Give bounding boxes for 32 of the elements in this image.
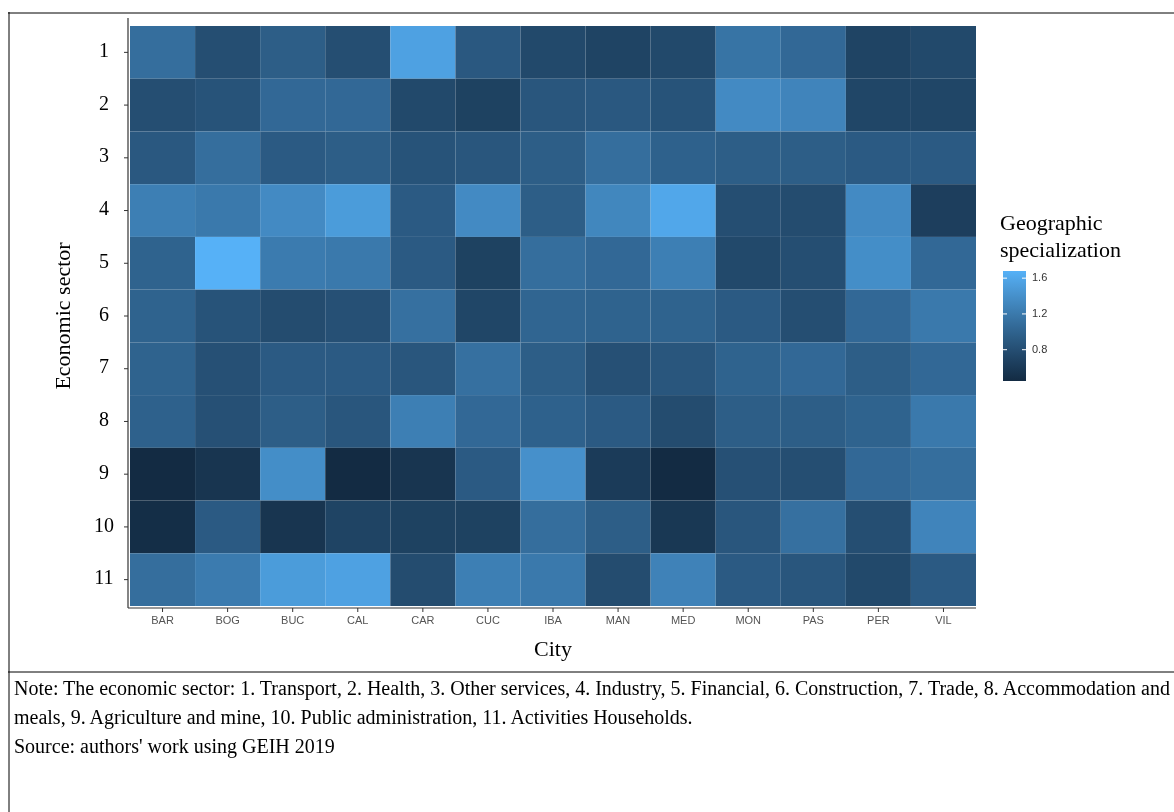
color-bar-label: 0.8 — [1032, 342, 1048, 355]
y-tick-label: 7 — [99, 355, 109, 378]
x-axis-title: City — [534, 636, 572, 661]
y-tick-label: 2 — [99, 91, 109, 114]
x-tick-label: CAL — [347, 614, 369, 626]
y-tick-label: 6 — [99, 302, 109, 325]
y-tick-label: 9 — [99, 460, 109, 483]
x-tick-label: PER — [867, 614, 890, 626]
y-tick-label: 10 — [94, 513, 114, 536]
x-tick-label: CAR — [411, 614, 435, 626]
x-tick-label: MON — [735, 614, 762, 626]
y-tick-label: 5 — [99, 249, 109, 272]
y-tick-label: 3 — [99, 144, 109, 167]
color-bar-label: 1.6 — [1032, 271, 1048, 284]
x-tick-label: MED — [670, 614, 696, 626]
x-tick-label: BAR — [151, 614, 174, 626]
text: Note: The economic sector: 1. Transport, 2. Health, 3. Other services, 4. Industry, 5. Financial, 6. Construction, 7. Trade, 8. Accommodation and meals, 9. Agriculture and mine, 10. Public administration, 11. Activities Households. — [14, 676, 1171, 731]
color-bar-label: 1.2 — [1032, 306, 1048, 319]
x-tick-label: MAN — [605, 614, 631, 626]
x-tick-label: CUC — [476, 614, 500, 626]
y-tick-label: 8 — [99, 408, 109, 431]
x-tick-label: BUC — [281, 614, 305, 626]
x-tick-label: BOG — [215, 614, 240, 626]
x-tick-label: PAS — [802, 614, 824, 626]
y-tick-label: 1 — [99, 38, 109, 61]
legend-title: Geographic specialization — [1000, 210, 1121, 262]
y-tick-label: 4 — [99, 197, 109, 220]
source-note: Source: authors' work using GEIH 2019 — [14, 734, 336, 760]
x-tick-label: IBA — [544, 614, 563, 626]
x-tick-label: VIL — [935, 614, 952, 626]
y-axis-title: Economic sector — [50, 241, 75, 390]
y-tick-label: 11 — [94, 566, 114, 589]
